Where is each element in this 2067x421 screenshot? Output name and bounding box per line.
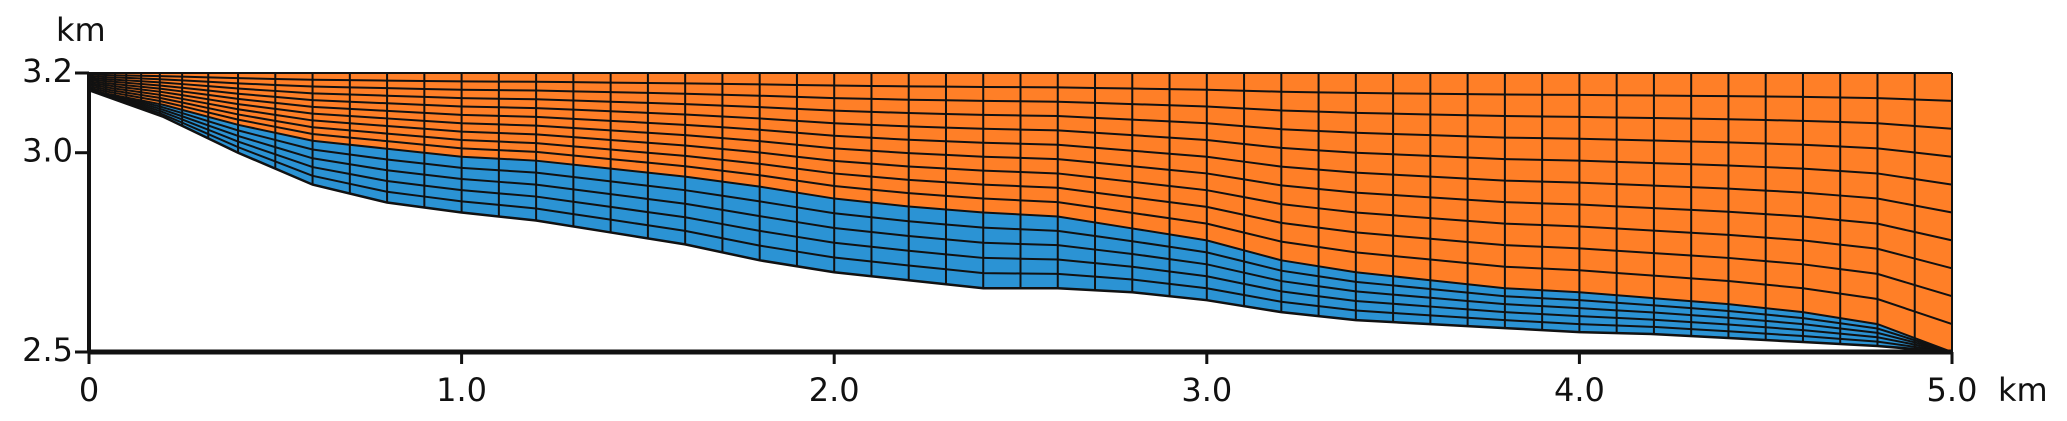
x-tick-label: 0 — [79, 371, 99, 409]
mesh-row — [88, 77, 1953, 158]
x-tick-label: 2.0 — [809, 371, 860, 409]
mesh-row — [88, 80, 1953, 214]
x-tick-label: 5.0 — [1927, 371, 1978, 409]
y-tick-label: 3.0 — [22, 132, 73, 170]
mesh-row — [88, 87, 1953, 326]
mesh-row — [88, 89, 1953, 353]
mesh-row — [88, 73, 1953, 102]
mesh-row — [88, 89, 1953, 353]
x-tick-label: 4.0 — [1554, 371, 1605, 409]
mesh-row — [88, 89, 1953, 353]
y-tick-label: 2.5 — [22, 331, 73, 369]
x-tick-label: 1.0 — [436, 371, 487, 409]
interface-line — [88, 89, 1953, 353]
x-unit: km — [1998, 371, 2048, 409]
mesh-row — [88, 75, 1953, 130]
mesh-row — [88, 82, 1953, 242]
y-tick-label: 3.2 — [22, 52, 73, 90]
x-tick-label: 3.0 — [1181, 371, 1232, 409]
mesh-row — [88, 89, 1953, 353]
mesh-row — [88, 78, 1953, 186]
mesh-row — [88, 84, 1953, 270]
y-unit: km — [56, 11, 106, 49]
bed-line — [88, 88, 1953, 354]
mesh-row — [88, 85, 1953, 298]
